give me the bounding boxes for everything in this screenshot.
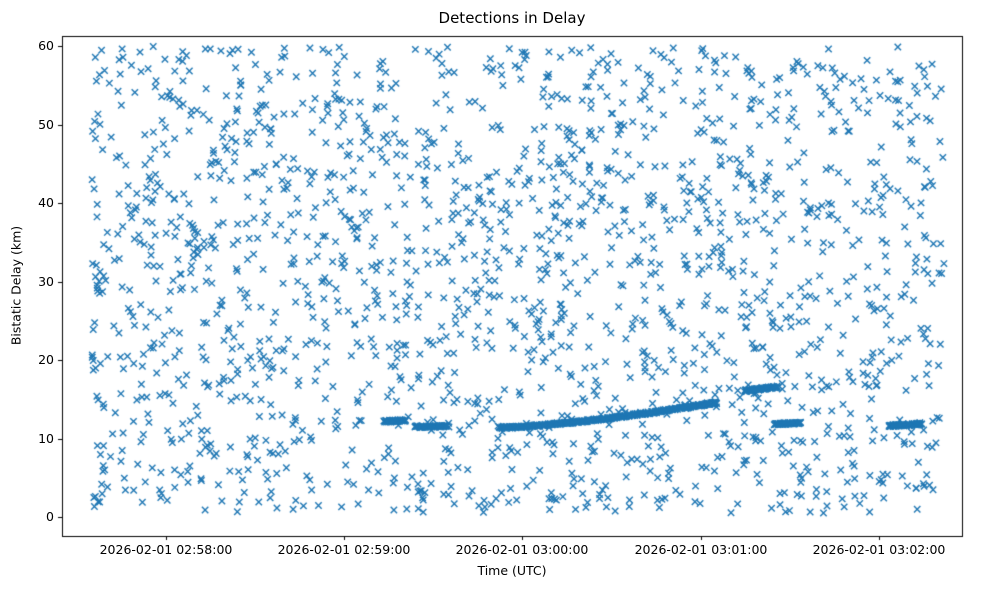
y-tick-label: 0 — [46, 509, 54, 524]
y-tick-label: 10 — [38, 431, 54, 446]
y-tick-label: 60 — [38, 38, 54, 53]
x-tick-label: 2026-02-01 03:02:00 — [812, 542, 946, 557]
y-tick-label: 40 — [38, 195, 54, 210]
x-tick-label: 2026-02-01 02:59:00 — [277, 542, 411, 557]
y-tick-label: 30 — [38, 274, 54, 289]
y-tick-label: 20 — [38, 352, 54, 367]
chart-title: Detections in Delay — [438, 9, 586, 27]
x-axis-label: Time (UTC) — [477, 563, 547, 578]
x-tick-label: 2026-02-01 03:00:00 — [455, 542, 589, 557]
y-tick-label: 50 — [38, 117, 54, 132]
x-tick-label: 2026-02-01 02:58:00 — [99, 542, 233, 557]
x-tick-label: 2026-02-01 03:01:00 — [634, 542, 768, 557]
